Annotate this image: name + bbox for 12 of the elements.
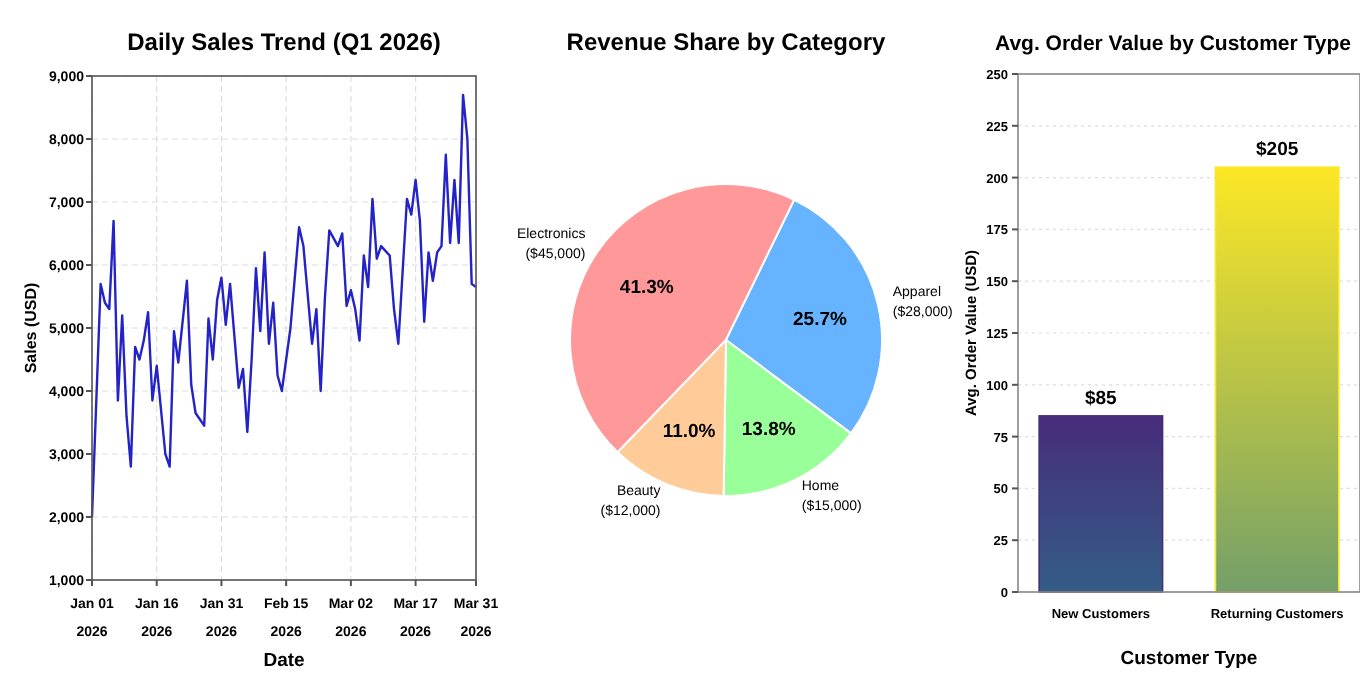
chart-title: Revenue Share by Category — [566, 28, 887, 56]
data-label: $205 — [1256, 139, 1300, 162]
data-label: 11.0% — [662, 421, 717, 444]
data-label: 41.3% — [619, 276, 675, 299]
x-axis-title: Customer Type — [1120, 648, 1258, 670]
x-axis-title: Date — [263, 650, 305, 672]
chart-title: Avg. Order Value by Customer Type — [995, 32, 1352, 56]
data-label: 13.8% — [741, 418, 797, 441]
data-label: $85 — [1085, 387, 1119, 410]
chart-title: Daily Sales Trend (Q1 2026) — [127, 28, 441, 56]
y-axis-title: Sales (USD) — [22, 281, 40, 374]
data-label: 25.7% — [793, 309, 849, 332]
